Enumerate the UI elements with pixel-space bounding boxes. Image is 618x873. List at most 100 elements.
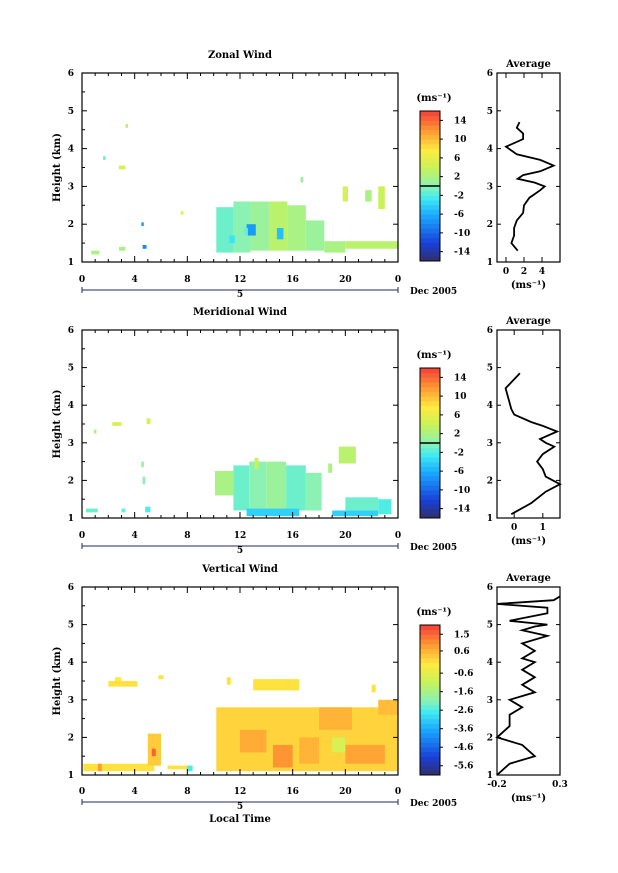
average-title: Average	[505, 316, 551, 327]
colorbar-tick-label: -4.6	[454, 743, 473, 753]
average-ytick-label: 5	[487, 364, 493, 374]
colorbar-swatch	[420, 438, 440, 444]
average-xtick-label: 1	[540, 523, 546, 533]
xtick-label: 20	[339, 531, 352, 541]
date-label: Dec 2005	[410, 543, 457, 553]
xtick-label: 0	[79, 787, 85, 797]
colorbar-tick-label: -10	[454, 486, 470, 496]
colorbar-swatch	[420, 223, 440, 229]
heatmap-cell	[93, 429, 97, 434]
colorbar-swatch	[420, 681, 440, 687]
heatmap-cell	[246, 508, 300, 517]
colorbar-swatch	[420, 410, 440, 416]
average-xtick-label: 0	[511, 523, 517, 533]
heatmap-cell	[112, 422, 122, 426]
colorbar-swatch	[420, 382, 440, 388]
xtick-label: 0	[395, 275, 401, 285]
xtick-label: 0	[79, 275, 85, 285]
xtick-label: 4	[132, 787, 138, 797]
colorbar-swatch	[420, 452, 440, 458]
colorbar-tick-label: 6	[454, 411, 460, 421]
colorbar-swatch	[420, 237, 440, 243]
heatmap-cells	[83, 675, 398, 772]
heatmap-cell	[229, 235, 235, 244]
colorbar-swatch	[420, 489, 440, 496]
colorbar-swatches	[420, 368, 440, 519]
colorbar-swatch	[420, 186, 440, 192]
colorbar-swatch	[420, 195, 440, 201]
heatmap-cell	[243, 227, 248, 236]
heatmap-cell	[145, 506, 151, 513]
heatmap-cells	[85, 418, 392, 517]
day-label: 5	[237, 802, 243, 812]
panel-title: Meridional Wind	[193, 307, 287, 318]
average-ytick-label: 6	[487, 583, 493, 593]
ytick-label: 2	[68, 733, 74, 743]
heatmap-cell	[300, 176, 304, 183]
colorbar-swatch	[420, 765, 440, 771]
colorbar-swatch	[420, 143, 440, 149]
heatmap-cell	[114, 677, 122, 681]
ylabel: Height (km)	[52, 133, 63, 202]
colorbar-swatch	[420, 443, 440, 449]
heatmap-cell	[305, 472, 322, 511]
colorbar-swatch	[420, 704, 440, 710]
date-label: Dec 2005	[410, 799, 457, 809]
ytick-label: 5	[68, 621, 74, 631]
ytick-label: 2	[68, 476, 74, 486]
colorbar-swatch	[420, 732, 440, 738]
colorbar-swatch	[420, 377, 440, 383]
average-ytick-label: 3	[487, 182, 493, 192]
xtick-label: 8	[184, 787, 190, 797]
heatmap-cell	[332, 510, 379, 517]
average-ytick-label: 4	[487, 658, 493, 668]
heatmap-cell	[216, 207, 234, 253]
average-ytick-label: 5	[487, 107, 493, 117]
colorbar-swatch	[420, 176, 440, 182]
colorbar-frame	[419, 624, 441, 776]
colorbar-swatch	[420, 634, 440, 640]
colorbar-swatch	[420, 742, 440, 748]
heatmap-cell	[305, 220, 325, 251]
average-ytick-label: 3	[487, 439, 493, 449]
colorbar-swatch	[420, 513, 440, 519]
colorbar-tick-label: -10	[454, 229, 470, 239]
colorbar-swatch	[420, 466, 440, 472]
colorbar-swatch	[420, 643, 440, 649]
heatmap-cell	[371, 684, 376, 693]
heatmap-cell	[378, 499, 392, 515]
panel-title: Vertical Wind	[201, 564, 278, 575]
average-ytick-label: 6	[487, 326, 493, 336]
xtick-label: 16	[286, 787, 299, 797]
heatmap-cell	[249, 461, 267, 511]
colorbar-swatch	[420, 424, 440, 430]
colorbar-tick-label: 14	[454, 116, 467, 126]
colorbar-swatch	[420, 508, 440, 514]
colorbar-swatch	[420, 246, 440, 253]
ytick-label: 5	[68, 364, 74, 374]
colorbar-swatches	[420, 625, 440, 776]
ylabel: Height (km)	[52, 390, 63, 459]
colorbar-tick-label: 2	[454, 173, 460, 183]
heatmap-cell	[158, 675, 164, 680]
average-title: Average	[505, 59, 551, 70]
average-xtick-label: -0.2	[487, 780, 506, 790]
colorbar-swatch	[420, 714, 440, 720]
ytick-label: 3	[68, 182, 74, 192]
heatmap-cell	[167, 765, 192, 770]
colorbar-tick-label: 1.5	[454, 630, 470, 640]
xtick-label: 0	[395, 531, 401, 541]
average-title: Average	[505, 573, 551, 584]
colorbar-swatch	[420, 709, 440, 715]
colorbar-swatch	[420, 167, 440, 173]
panel-title: Zonal Wind	[208, 50, 272, 61]
colorbar-tick-label: -6	[454, 210, 464, 220]
ytick-label: 6	[68, 326, 74, 336]
xtick-label: 12	[234, 275, 247, 285]
heatmap-cell	[125, 124, 129, 128]
colorbar-tick-label: -2	[454, 191, 464, 201]
xtick-label: 0	[79, 531, 85, 541]
colorbar-swatch	[420, 485, 440, 491]
heatmap-cell	[266, 461, 287, 511]
